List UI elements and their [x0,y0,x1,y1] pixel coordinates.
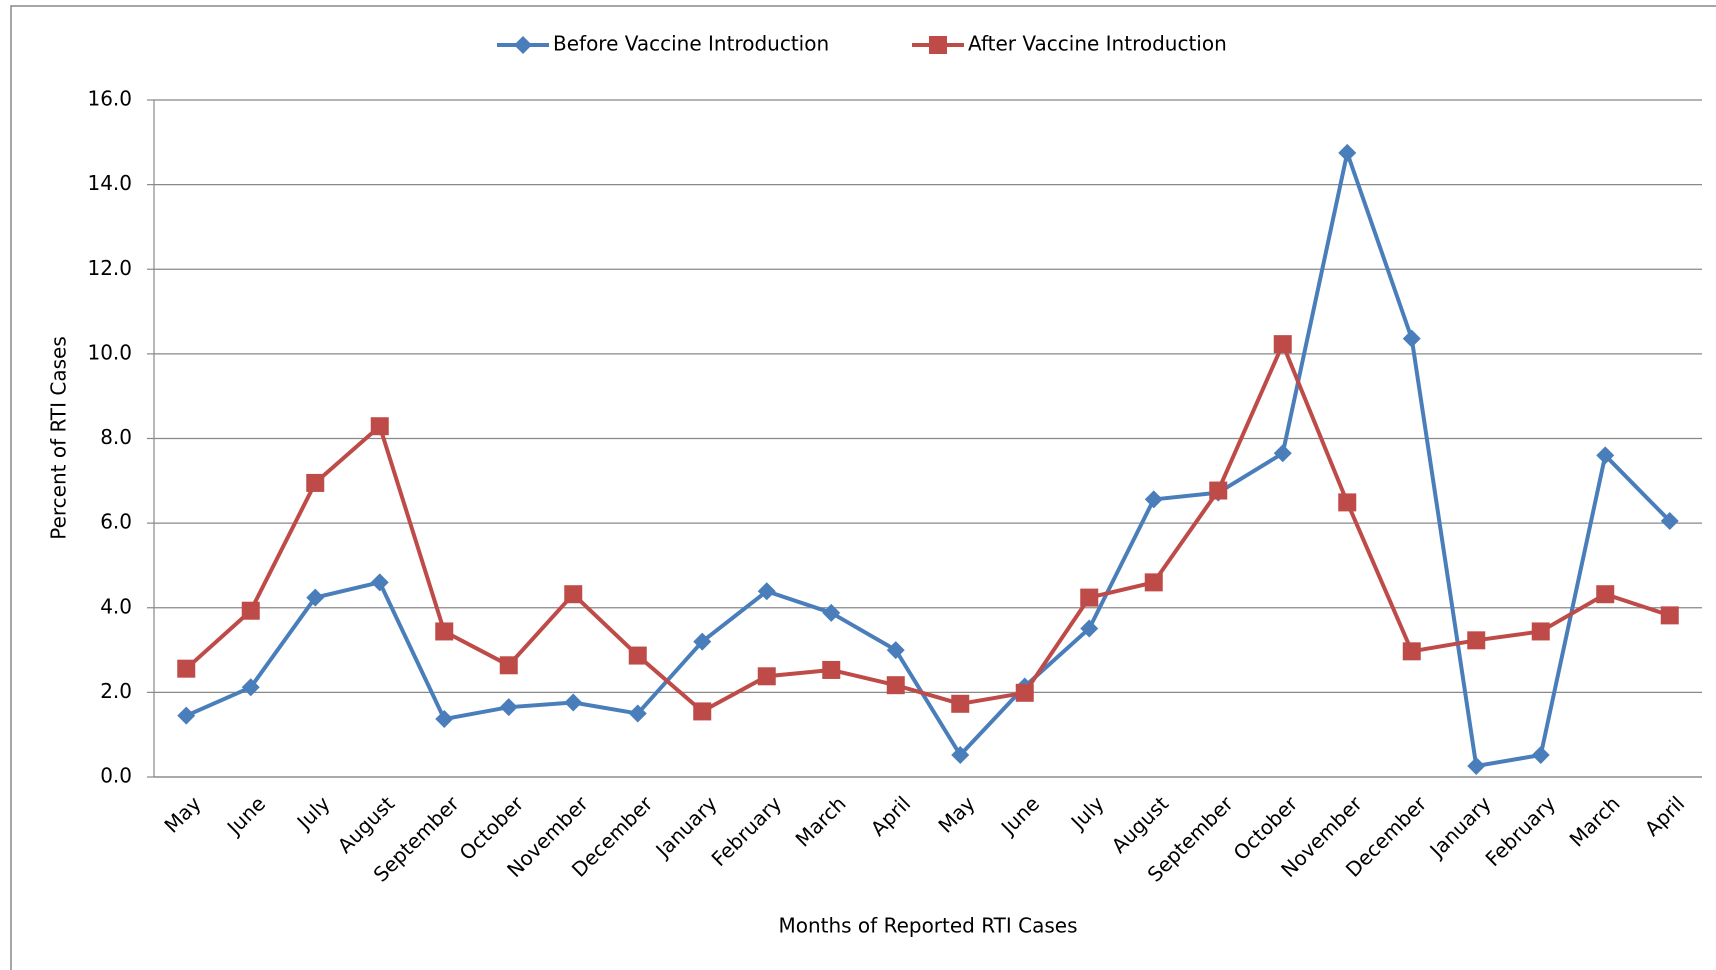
y-tick-label: 12.0 [87,256,132,280]
point [951,694,970,713]
legend-marker [929,36,947,54]
point [693,632,712,651]
x-tick-label: May [159,791,205,837]
point [435,622,454,641]
point [1273,444,1292,463]
point [177,706,196,725]
point [757,582,776,601]
y-tick-label: 8.0 [100,425,132,449]
y-tick-label: 6.0 [100,510,132,534]
x-tick-label: June [995,791,1044,840]
x-tick-label: March [791,791,851,851]
series-line [184,342,1671,714]
point [1080,588,1099,607]
point [1338,143,1357,162]
point [1402,642,1421,661]
point [370,417,389,436]
y-tick-label: 16.0 [87,87,132,111]
y-tick-label: 4.0 [100,594,132,618]
point [1467,631,1486,650]
point [435,710,454,729]
point [822,660,841,679]
x-tick-label: March [1565,791,1625,851]
point [1596,585,1615,604]
point [177,659,196,678]
point [886,641,905,660]
point [1531,622,1550,641]
point [1596,446,1615,465]
legend-marker [514,36,532,54]
point [1660,606,1679,625]
x-tick-label: February [1481,791,1561,871]
y-tick-label: 2.0 [100,679,132,703]
point [1015,683,1034,702]
x-axis-label: Months of Reported RTI Cases [778,914,1077,938]
point [241,601,260,620]
point [628,646,647,665]
point [1660,512,1679,531]
point [822,603,841,622]
point [1402,329,1421,348]
point [628,704,647,723]
x-tick-label: July [291,791,335,835]
point [951,745,970,764]
y-tick-label: 0.0 [100,764,132,788]
x-tick-label: May [933,791,979,837]
point [757,667,776,686]
point [886,676,905,695]
y-tick-label: 10.0 [87,340,132,364]
x-tick-label: July [1065,791,1109,835]
point [1144,573,1163,592]
point [1338,493,1357,512]
point [499,698,518,717]
chart-frame [10,5,1716,970]
legend-label: Before Vaccine Introduction [553,32,829,56]
point [241,678,260,697]
point [306,473,325,492]
point [1144,490,1163,509]
point [1209,481,1228,500]
point [306,588,325,607]
x-tick-label: June [221,791,270,840]
x-tick-label: April [866,791,915,840]
point [1467,756,1486,775]
point [499,656,518,675]
point [564,585,583,604]
point [693,702,712,721]
point [1273,335,1292,354]
series-line [185,150,1672,768]
point [564,693,583,712]
x-tick-label: April [1640,791,1689,840]
y-tick-label: 14.0 [87,171,132,195]
point [370,573,389,592]
y-axis-label: Percent of RTI Cases [47,336,71,540]
point [1080,619,1099,638]
point [1531,745,1550,764]
legend-label: After Vaccine Introduction [968,32,1227,56]
x-tick-label: February [707,791,787,871]
